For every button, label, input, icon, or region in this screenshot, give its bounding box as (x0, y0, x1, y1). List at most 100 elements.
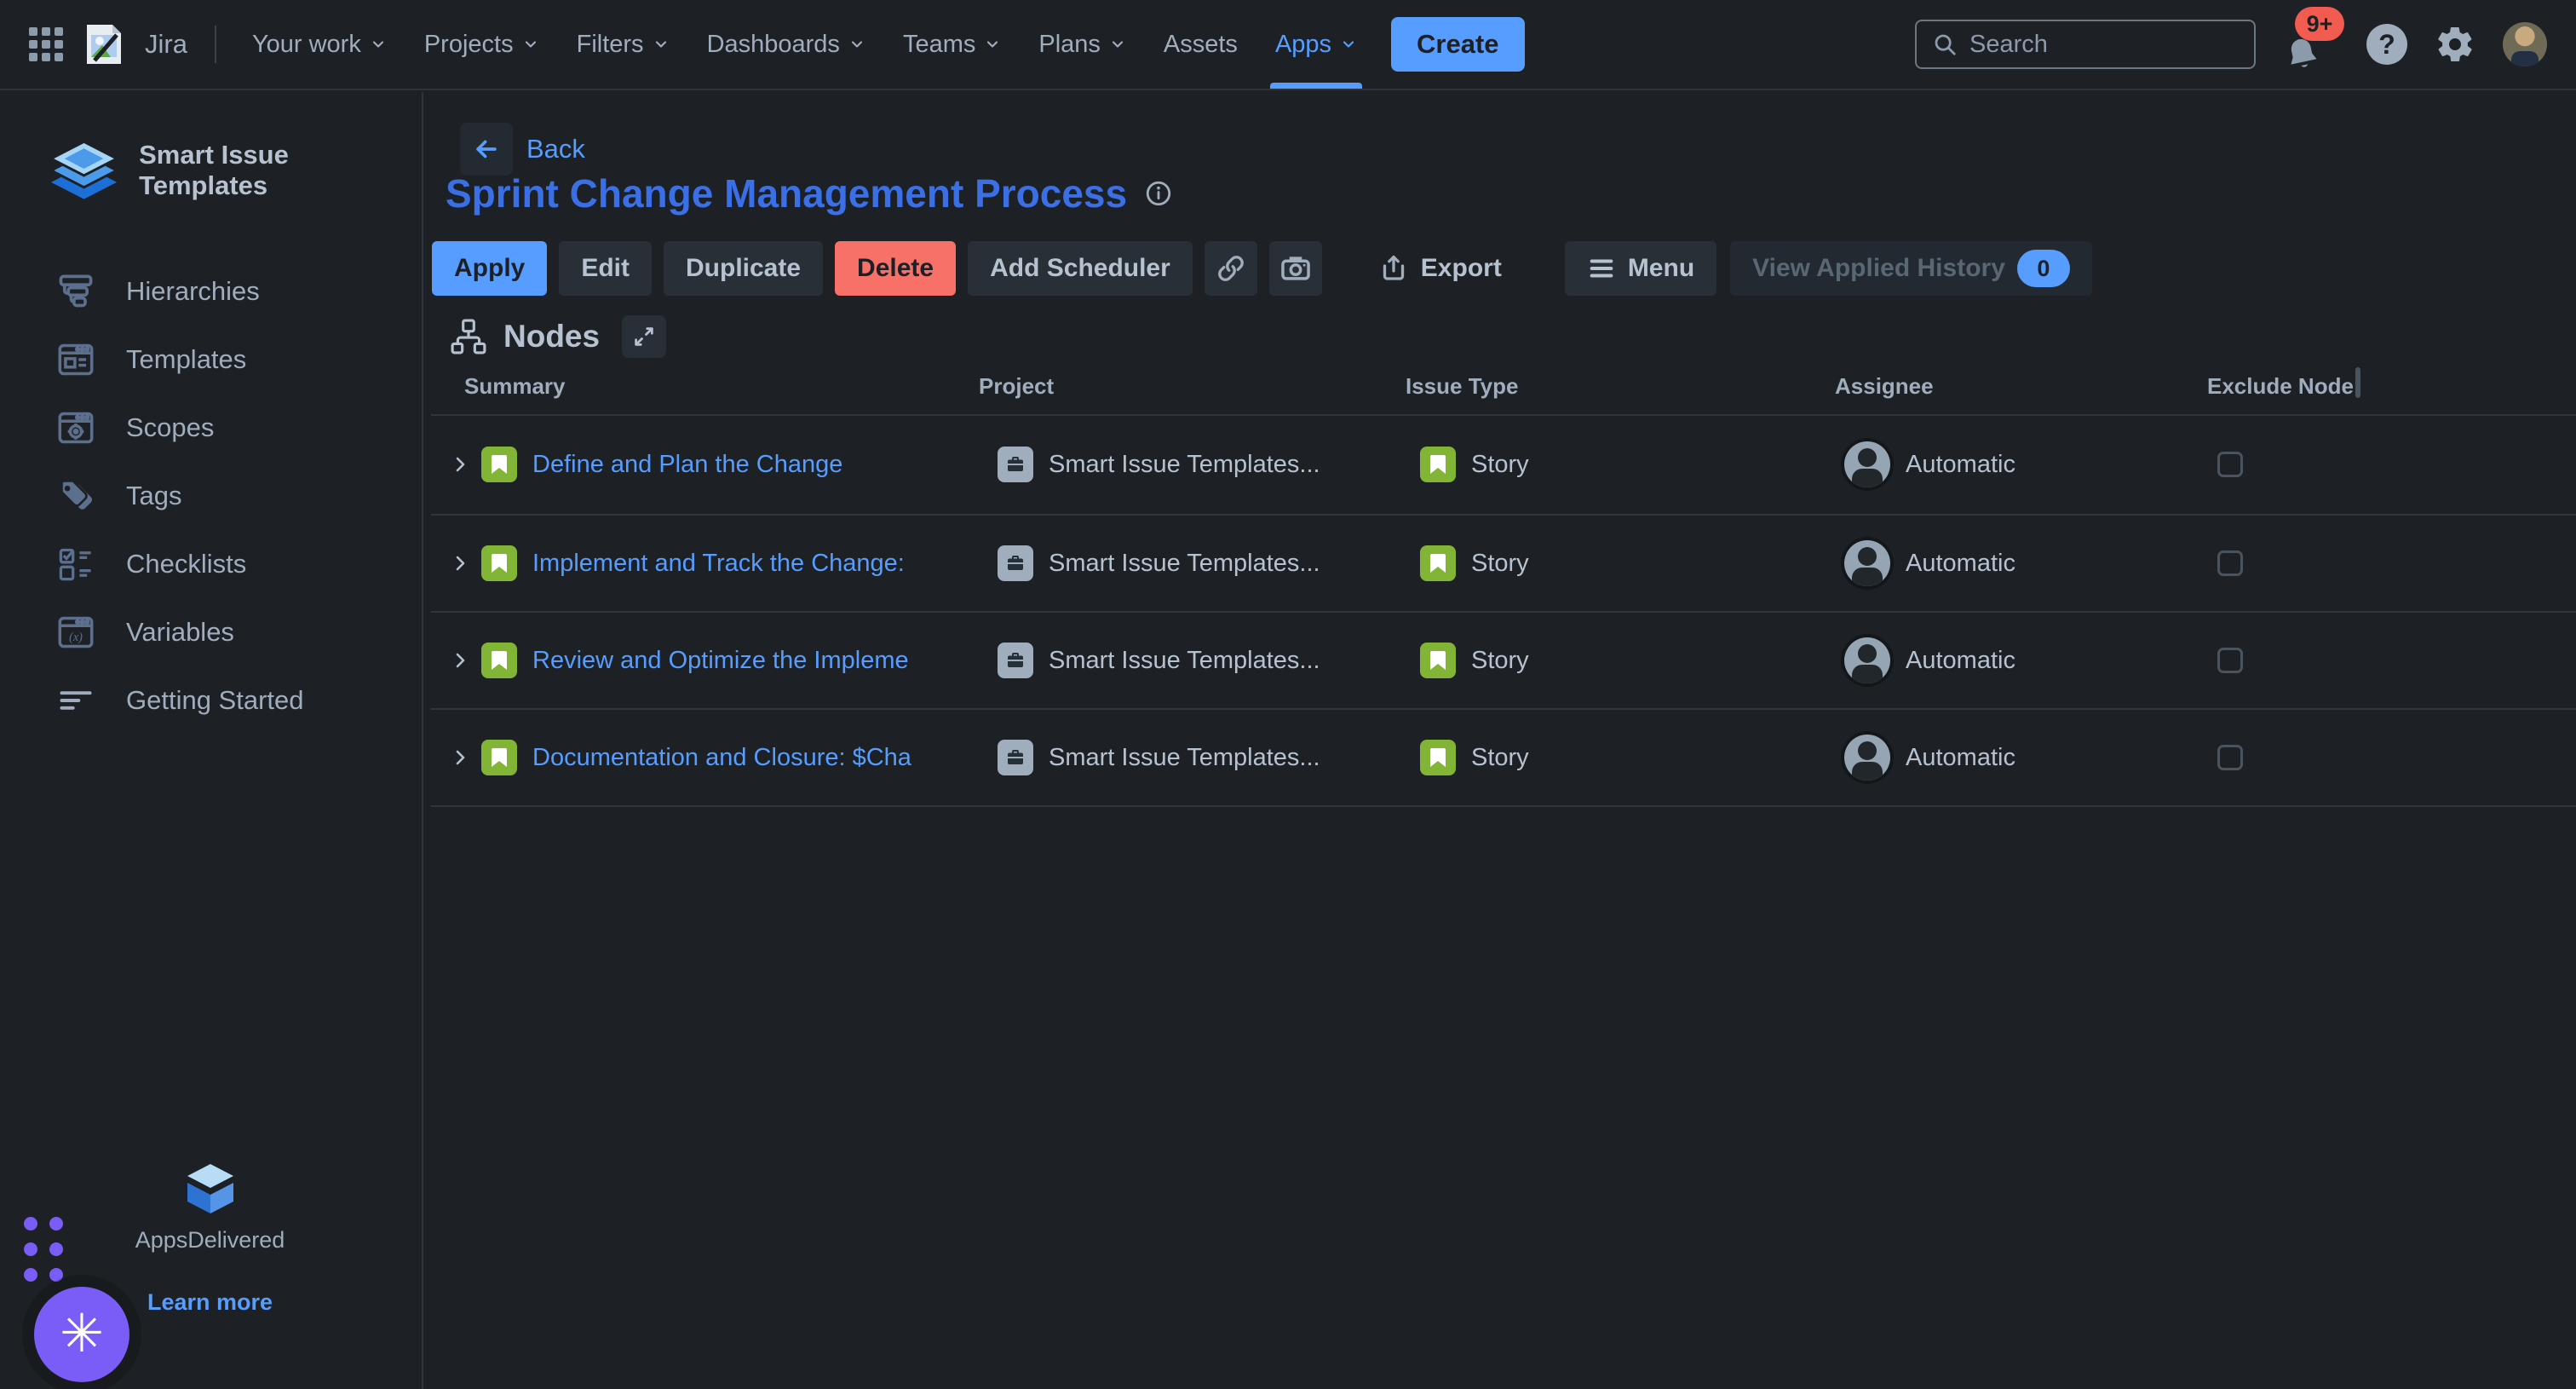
nav-item-dashboards[interactable]: Dashboards (688, 0, 884, 89)
nav-item-your-work[interactable]: Your work (233, 0, 405, 89)
menu-button[interactable]: Menu (1564, 241, 1717, 296)
table-divider (431, 611, 2576, 613)
nav-item-label: Filters (576, 30, 644, 58)
search-input[interactable] (1969, 30, 2239, 59)
project-name: Smart Issue Templates... (1049, 450, 1320, 478)
chevron-down-icon (370, 36, 387, 53)
chevron-down-icon (653, 36, 670, 53)
expand-row-chevron-icon[interactable] (450, 454, 470, 475)
sidebar-item-variables[interactable]: (x) Variables (0, 598, 422, 666)
table-divider (431, 805, 2576, 807)
notifications-button[interactable]: 9+ (2283, 7, 2344, 78)
screenshot-button[interactable] (1268, 241, 1322, 296)
nav-divider (214, 26, 216, 63)
sidebar-item-checklists[interactable]: Checklists (0, 530, 422, 598)
learn-more-link[interactable]: Learn more (147, 1289, 273, 1315)
story-issue-icon (481, 447, 517, 482)
exclude-node-checkbox[interactable] (2217, 452, 2243, 477)
nav-item-assets[interactable]: Assets (1145, 0, 1256, 89)
templates-icon (56, 343, 95, 377)
expand-row-chevron-icon[interactable] (450, 650, 470, 671)
scopes-icon (56, 411, 95, 445)
create-button[interactable]: Create (1391, 17, 1525, 72)
nav-item-label: Projects (423, 30, 514, 58)
exclude-node-checkbox[interactable] (2217, 550, 2243, 576)
jira-logo-image-placeholder-icon[interactable] (85, 23, 123, 66)
summary-link[interactable]: Implement and Track the Change: (532, 549, 905, 577)
table-divider (431, 414, 2576, 416)
back-arrow-icon (460, 123, 513, 176)
export-button[interactable]: Export (1356, 241, 1524, 296)
exclude-all-checkbox[interactable] (2355, 367, 2360, 398)
nav-item-filters[interactable]: Filters (558, 0, 688, 89)
back-label: Back (526, 134, 585, 164)
edit-button[interactable]: Edit (559, 241, 653, 296)
applied-history-count-badge: 0 (2016, 250, 2070, 287)
main-content: Back Sprint Change Management Process Ap… (425, 92, 2576, 1389)
nav-item-projects[interactable]: Projects (405, 0, 558, 89)
getting-started-icon (56, 683, 95, 718)
app-title: Smart Issue Templates (139, 140, 289, 200)
column-header-assignee: Assignee (1835, 373, 1934, 399)
story-type-icon (1420, 643, 1456, 678)
bell-icon (2279, 30, 2326, 82)
expand-row-chevron-icon[interactable] (450, 747, 470, 768)
chevron-down-icon (984, 36, 1001, 53)
nav-item-plans[interactable]: Plans (1020, 0, 1145, 89)
duplicate-button[interactable]: Duplicate (664, 241, 824, 296)
sidebar-item-label: Hierarchies (126, 276, 260, 306)
sidebar-item-label: Getting Started (126, 685, 304, 715)
nodes-section-header: Nodes (451, 315, 667, 358)
sidebar-item-label: Tags (126, 481, 182, 510)
nav-item-label: Apps (1274, 30, 1332, 58)
summary-link[interactable]: Documentation and Closure: $Cha (532, 743, 911, 771)
summary-link[interactable]: Review and Optimize the Impleme (532, 646, 909, 674)
sidebar-item-tags[interactable]: Tags (0, 462, 422, 530)
sidebar-item-hierarchies[interactable]: Hierarchies (0, 257, 422, 326)
add-scheduler-button[interactable]: Add Scheduler (968, 241, 1193, 296)
column-header-exclude-node: Exclude Node (2207, 373, 2354, 399)
top-navigation-bar: Jira Your work Projects Filters Dashboar… (0, 0, 2576, 90)
app-switcher-icon[interactable] (29, 27, 63, 61)
table-row: Implement and Track the Change: Smart Is… (425, 515, 2576, 612)
exclude-node-checkbox[interactable] (2217, 745, 2243, 770)
sidebar-item-scopes[interactable]: Scopes (0, 394, 422, 462)
view-applied-history-button[interactable]: View Applied History 0 (1730, 241, 2092, 296)
sidebar-item-templates[interactable]: Templates (0, 326, 422, 394)
summary-link[interactable]: Define and Plan the Change (532, 450, 843, 478)
copy-link-button[interactable] (1204, 241, 1257, 296)
user-avatar[interactable] (2503, 22, 2547, 66)
assistant-fab-button[interactable]: ✳ (34, 1287, 129, 1382)
expand-nodes-button[interactable] (622, 315, 667, 358)
back-link[interactable]: Back (460, 123, 585, 176)
sidebar-item-getting-started[interactable]: Getting Started (0, 666, 422, 735)
column-header-project: Project (979, 373, 1055, 399)
sidebar-item-label: Templates (126, 344, 247, 374)
sidebar-item-label: Checklists (126, 549, 247, 579)
apply-button[interactable]: Apply (432, 241, 548, 296)
nav-item-teams[interactable]: Teams (884, 0, 1020, 89)
nav-item-label: Assets (1163, 30, 1238, 58)
table-row: Define and Plan the Change Smart Issue T… (425, 416, 2576, 513)
nav-left-cluster: Jira (29, 0, 221, 89)
delete-button[interactable]: Delete (835, 241, 957, 296)
search-box[interactable] (1915, 20, 2256, 69)
nodes-table-header: Summary Project Issue Type Assignee Excl… (425, 367, 2576, 412)
table-row: Review and Optimize the Impleme Smart Is… (425, 612, 2576, 709)
starburst-icon: ✳ (60, 1305, 104, 1363)
nav-menu: Your work Projects Filters Dashboards Te… (233, 0, 1376, 89)
exclude-node-checkbox[interactable] (2217, 648, 2243, 673)
nav-item-apps[interactable]: Apps (1256, 0, 1376, 89)
table-divider (431, 514, 2576, 516)
smart-issue-templates-logo-icon (48, 140, 120, 199)
assignee-avatar-icon (1844, 441, 1890, 487)
help-button[interactable]: ? (2366, 24, 2407, 65)
svg-text:(x): (x) (69, 631, 83, 644)
sidebar-menu: Hierarchies Templates (0, 257, 422, 735)
tags-icon (56, 479, 95, 513)
story-issue-icon (481, 643, 517, 678)
info-icon[interactable] (1144, 179, 1173, 208)
settings-gear-icon[interactable] (2435, 24, 2475, 65)
expand-row-chevron-icon[interactable] (450, 553, 470, 573)
